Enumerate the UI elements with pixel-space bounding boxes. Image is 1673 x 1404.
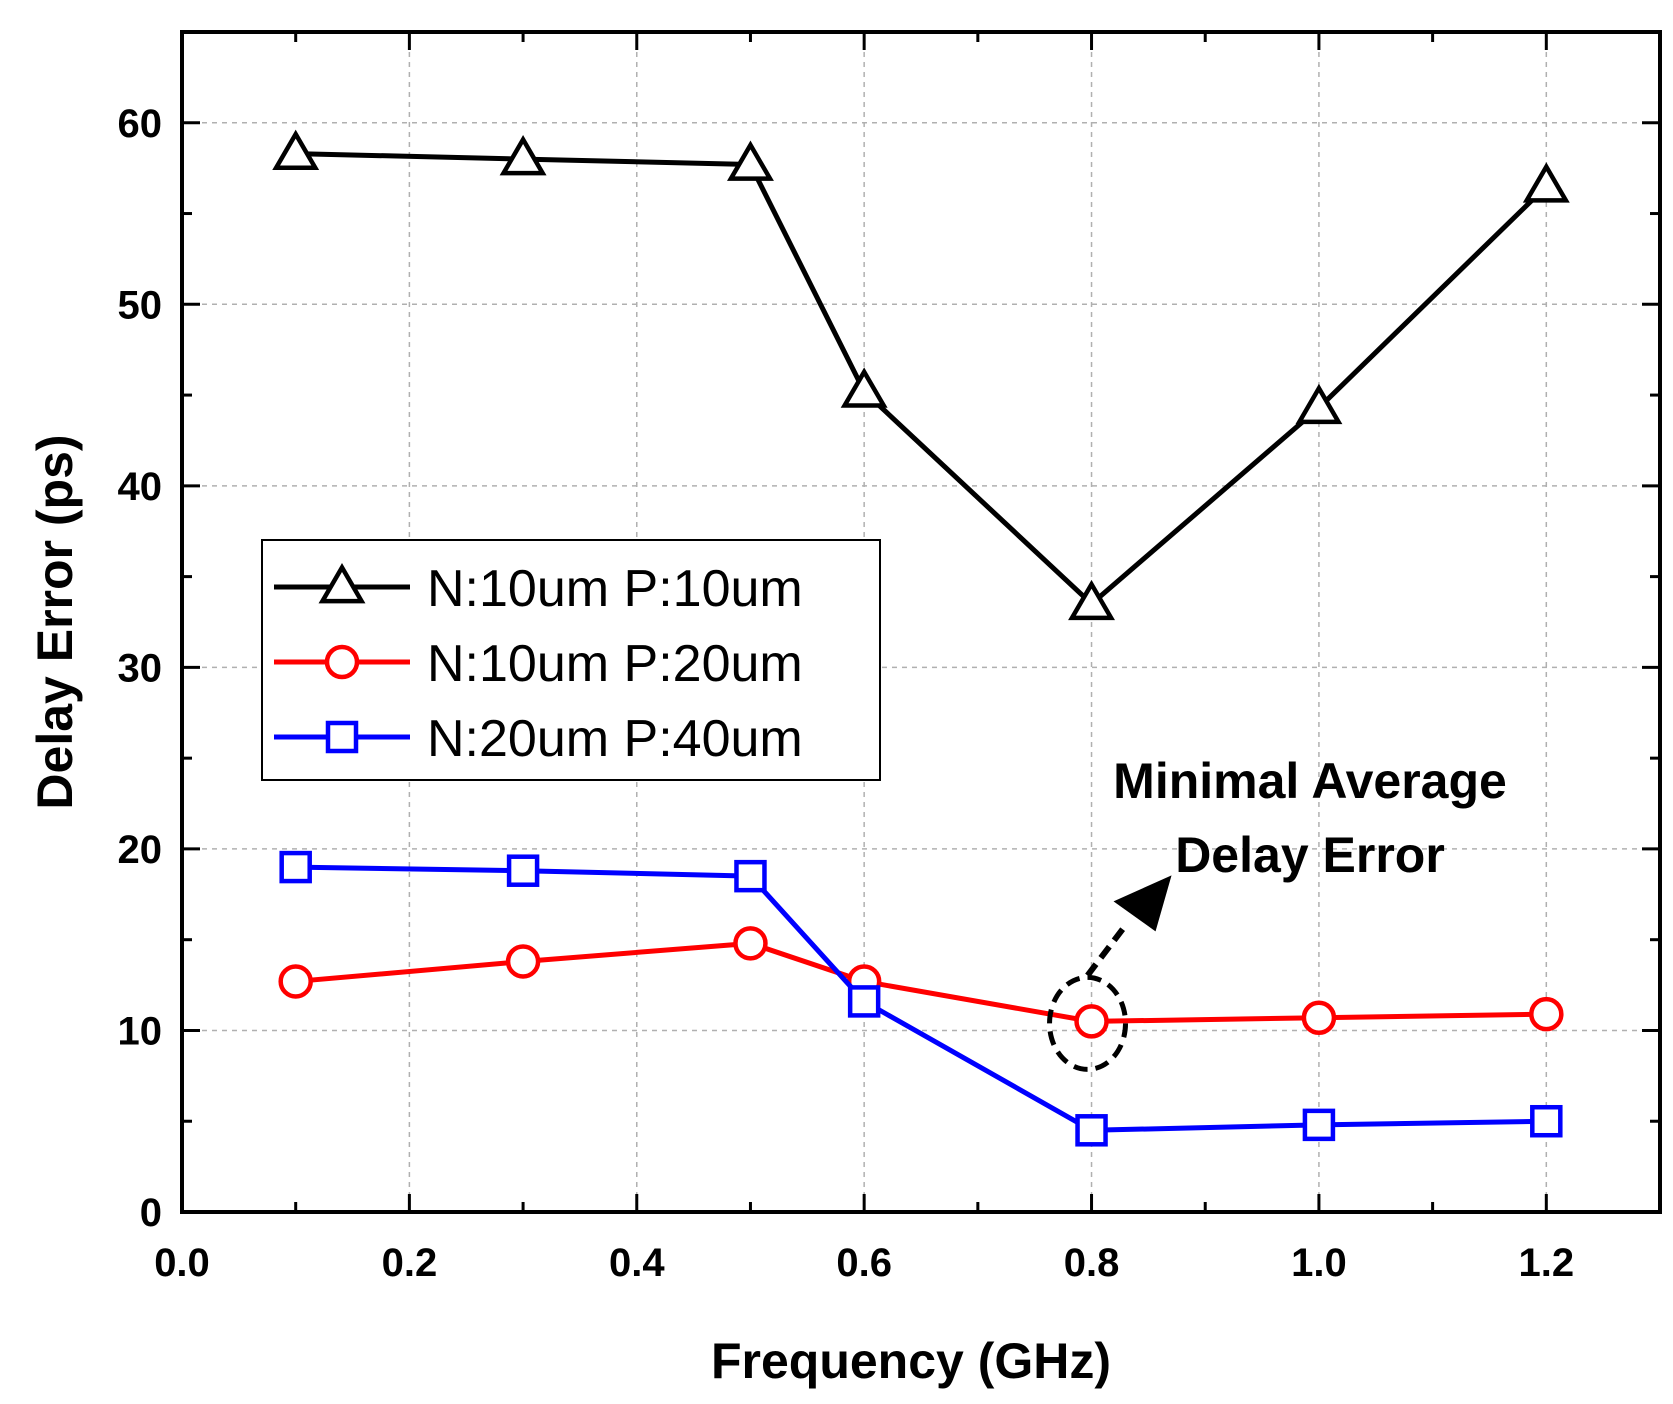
data-point bbox=[499, 135, 547, 176]
data-point bbox=[278, 964, 313, 999]
legend-entry: N:20um P:40um bbox=[274, 710, 803, 768]
series-line bbox=[295, 864, 1547, 1133]
data-point bbox=[1522, 162, 1570, 203]
x-axis-title: Frequency (GHz) bbox=[711, 1333, 1111, 1389]
annotation-text: Minimal Average bbox=[1113, 753, 1507, 809]
data-point bbox=[733, 926, 768, 961]
series-n-10um-p-10um bbox=[272, 129, 1570, 621]
data-point bbox=[1529, 996, 1564, 1032]
y-axis-title: Delay Error (ps) bbox=[27, 434, 83, 809]
y-tick-label: 0 bbox=[140, 1191, 162, 1235]
data-point bbox=[734, 859, 767, 893]
legend-entry: N:10um P:20um bbox=[274, 635, 803, 693]
series-n-20um-p-40um bbox=[279, 850, 1563, 1147]
x-tick-label: 0.2 bbox=[382, 1241, 438, 1285]
series-line bbox=[295, 940, 1547, 1024]
y-tick-label: 20 bbox=[118, 828, 163, 872]
data-point bbox=[506, 854, 540, 887]
legend-marker bbox=[318, 562, 366, 604]
annotation-arrowhead bbox=[1113, 875, 1172, 932]
data-point bbox=[1075, 1114, 1108, 1147]
data-series bbox=[272, 129, 1570, 1147]
data-point bbox=[1301, 1000, 1337, 1036]
data-point bbox=[1302, 1108, 1336, 1142]
legend-label: N:20um P:40um bbox=[427, 710, 803, 768]
x-tick-label: 0.4 bbox=[609, 1241, 665, 1285]
legend-label: N:10um P:20um bbox=[427, 635, 803, 693]
x-tick-label: 1.0 bbox=[1291, 1241, 1347, 1285]
axes: 0.0 0.2 0.4 0.6 0.8 1.0 1.2 0 10 20 30 40 50 60 Freque… bbox=[27, 30, 1662, 1389]
annotation-text: Delay Error bbox=[1175, 827, 1445, 883]
plot-frame bbox=[180, 30, 1662, 1214]
x-tick-label: 0.8 bbox=[1064, 1241, 1120, 1285]
y-tick-label: 10 bbox=[118, 1009, 163, 1053]
data-point bbox=[727, 140, 774, 181]
x-tick-label: 1.2 bbox=[1519, 1241, 1575, 1285]
data-point bbox=[1074, 1004, 1109, 1039]
legend-marker bbox=[324, 644, 360, 680]
x-tick-label: 0.0 bbox=[154, 1241, 210, 1285]
legend-entry: N:10um P:10um bbox=[274, 560, 803, 618]
series-n-10um-p-20um bbox=[278, 926, 1564, 1039]
legend-marker bbox=[325, 720, 359, 754]
highlight-ellipse bbox=[1047, 974, 1129, 1072]
y-tick-label: 50 bbox=[118, 283, 163, 327]
y-tick-label: 40 bbox=[118, 465, 163, 509]
data-point bbox=[840, 367, 888, 408]
data-point bbox=[847, 985, 881, 1018]
legend-label: N:10um P:10um bbox=[427, 560, 803, 618]
data-point bbox=[272, 129, 320, 170]
data-point bbox=[1068, 579, 1115, 621]
x-tick-label: 0.6 bbox=[836, 1241, 892, 1285]
legend: N:10um P:10um N:10um P:20um N:20um P:40um bbox=[261, 539, 881, 781]
data-point bbox=[1530, 1104, 1563, 1138]
y-tick-label: 60 bbox=[118, 102, 163, 146]
annotation: Minimal Average Delay Error bbox=[1047, 753, 1507, 1072]
y-tick-label: 30 bbox=[118, 646, 163, 690]
data-point bbox=[505, 944, 541, 979]
data-point bbox=[1295, 383, 1343, 425]
annotation-arrow-line bbox=[1085, 923, 1128, 978]
series-line bbox=[295, 151, 1549, 607]
data-point bbox=[279, 850, 312, 884]
